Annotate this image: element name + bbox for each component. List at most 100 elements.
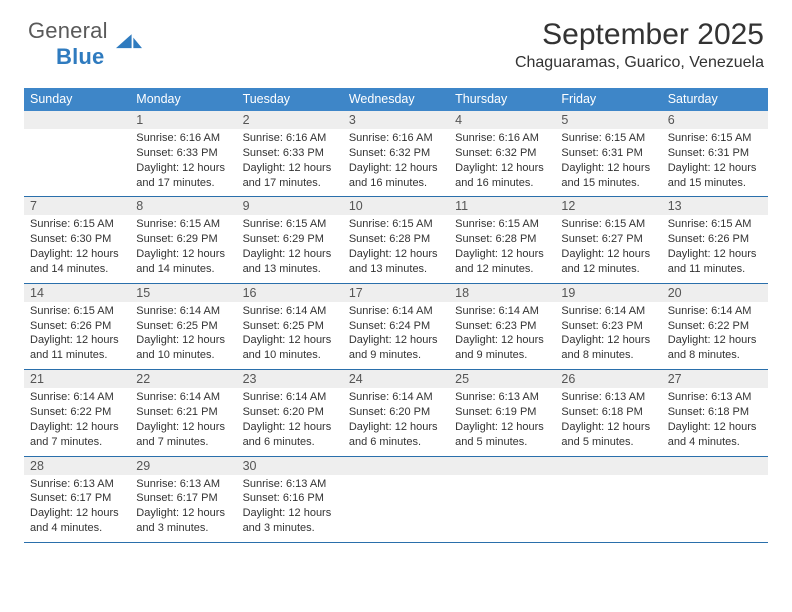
day-number: 24 [343,370,449,388]
day-number: 1 [130,111,236,129]
day-number: 12 [555,197,661,215]
day-number: 21 [24,370,130,388]
sunset-line: Sunset: 6:33 PM [243,146,337,161]
daylight-line: Daylight: 12 hours and 16 minutes. [455,161,549,191]
day-number: 27 [662,370,768,388]
day-number: 4 [449,111,555,129]
sunrise-line: Sunrise: 6:15 AM [668,217,762,232]
week-row: 14151617181920Sunrise: 6:15 AMSunset: 6:… [24,284,768,370]
day-details: Sunrise: 6:14 AMSunset: 6:21 PMDaylight:… [130,388,236,455]
weekday-header: Tuesday [237,88,343,111]
details-row: Sunrise: 6:13 AMSunset: 6:17 PMDaylight:… [24,475,768,542]
details-row: Sunrise: 6:15 AMSunset: 6:26 PMDaylight:… [24,302,768,369]
brand-sail-icon [116,34,142,50]
day-number [343,457,449,475]
day-details [449,475,555,542]
day-details: Sunrise: 6:14 AMSunset: 6:25 PMDaylight:… [237,302,343,369]
daylight-line: Daylight: 12 hours and 4 minutes. [668,420,762,450]
sunrise-line: Sunrise: 6:16 AM [243,131,337,146]
sunset-line: Sunset: 6:33 PM [136,146,230,161]
sunset-line: Sunset: 6:31 PM [561,146,655,161]
day-number: 8 [130,197,236,215]
daynum-row: 282930 [24,457,768,475]
weekday-header: Friday [555,88,661,111]
day-number: 25 [449,370,555,388]
daylight-line: Daylight: 12 hours and 14 minutes. [30,247,124,277]
sunrise-line: Sunrise: 6:14 AM [349,304,443,319]
sunset-line: Sunset: 6:25 PM [136,319,230,334]
sunrise-line: Sunrise: 6:15 AM [668,131,762,146]
sunrise-line: Sunrise: 6:13 AM [136,477,230,492]
day-number: 11 [449,197,555,215]
day-details: Sunrise: 6:13 AMSunset: 6:17 PMDaylight:… [24,475,130,542]
sunrise-line: Sunrise: 6:14 AM [668,304,762,319]
day-number: 26 [555,370,661,388]
daylight-line: Daylight: 12 hours and 8 minutes. [668,333,762,363]
sunset-line: Sunset: 6:23 PM [561,319,655,334]
sunrise-line: Sunrise: 6:13 AM [455,390,549,405]
sunrise-line: Sunrise: 6:16 AM [455,131,549,146]
day-number: 19 [555,284,661,302]
day-details: Sunrise: 6:15 AMSunset: 6:28 PMDaylight:… [343,215,449,282]
day-details: Sunrise: 6:15 AMSunset: 6:26 PMDaylight:… [662,215,768,282]
day-details: Sunrise: 6:14 AMSunset: 6:23 PMDaylight:… [449,302,555,369]
day-details: Sunrise: 6:15 AMSunset: 6:27 PMDaylight:… [555,215,661,282]
day-details: Sunrise: 6:15 AMSunset: 6:30 PMDaylight:… [24,215,130,282]
sunrise-line: Sunrise: 6:14 AM [349,390,443,405]
sunset-line: Sunset: 6:30 PM [30,232,124,247]
day-number: 7 [24,197,130,215]
day-details: Sunrise: 6:15 AMSunset: 6:31 PMDaylight:… [662,129,768,196]
day-number: 30 [237,457,343,475]
daylight-line: Daylight: 12 hours and 10 minutes. [243,333,337,363]
day-number: 3 [343,111,449,129]
day-number: 17 [343,284,449,302]
day-number [24,111,130,129]
sunset-line: Sunset: 6:22 PM [668,319,762,334]
sunset-line: Sunset: 6:25 PM [243,319,337,334]
details-row: Sunrise: 6:16 AMSunset: 6:33 PMDaylight:… [24,129,768,196]
day-details: Sunrise: 6:13 AMSunset: 6:18 PMDaylight:… [555,388,661,455]
daylight-line: Daylight: 12 hours and 8 minutes. [561,333,655,363]
day-number: 18 [449,284,555,302]
day-number: 14 [24,284,130,302]
sunrise-line: Sunrise: 6:15 AM [243,217,337,232]
day-number: 2 [237,111,343,129]
daynum-row: 21222324252627 [24,370,768,388]
day-number: 20 [662,284,768,302]
sunset-line: Sunset: 6:26 PM [668,232,762,247]
day-details: Sunrise: 6:16 AMSunset: 6:32 PMDaylight:… [343,129,449,196]
daylight-line: Daylight: 12 hours and 11 minutes. [30,333,124,363]
sunset-line: Sunset: 6:24 PM [349,319,443,334]
daylight-line: Daylight: 12 hours and 12 minutes. [561,247,655,277]
day-details: Sunrise: 6:13 AMSunset: 6:16 PMDaylight:… [237,475,343,542]
weekday-header: Saturday [662,88,768,111]
daylight-line: Daylight: 12 hours and 3 minutes. [136,506,230,536]
daylight-line: Daylight: 12 hours and 14 minutes. [136,247,230,277]
weekday-header: Thursday [449,88,555,111]
weekday-header: Monday [130,88,236,111]
sunset-line: Sunset: 6:29 PM [136,232,230,247]
day-details: Sunrise: 6:14 AMSunset: 6:20 PMDaylight:… [237,388,343,455]
daylight-line: Daylight: 12 hours and 15 minutes. [668,161,762,191]
day-number [662,457,768,475]
day-number: 9 [237,197,343,215]
day-number: 23 [237,370,343,388]
sunrise-line: Sunrise: 6:15 AM [136,217,230,232]
sunrise-line: Sunrise: 6:14 AM [561,304,655,319]
daylight-line: Daylight: 12 hours and 11 minutes. [668,247,762,277]
day-number: 22 [130,370,236,388]
daylight-line: Daylight: 12 hours and 6 minutes. [349,420,443,450]
day-details [555,475,661,542]
daylight-line: Daylight: 12 hours and 6 minutes. [243,420,337,450]
day-number: 5 [555,111,661,129]
daynum-row: 123456 [24,111,768,129]
daylight-line: Daylight: 12 hours and 9 minutes. [349,333,443,363]
day-details: Sunrise: 6:13 AMSunset: 6:19 PMDaylight:… [449,388,555,455]
daylight-line: Daylight: 12 hours and 9 minutes. [455,333,549,363]
day-number: 28 [24,457,130,475]
sunrise-line: Sunrise: 6:15 AM [30,217,124,232]
day-details: Sunrise: 6:15 AMSunset: 6:29 PMDaylight:… [130,215,236,282]
day-details: Sunrise: 6:14 AMSunset: 6:22 PMDaylight:… [662,302,768,369]
sunrise-line: Sunrise: 6:16 AM [136,131,230,146]
day-details: Sunrise: 6:14 AMSunset: 6:23 PMDaylight:… [555,302,661,369]
